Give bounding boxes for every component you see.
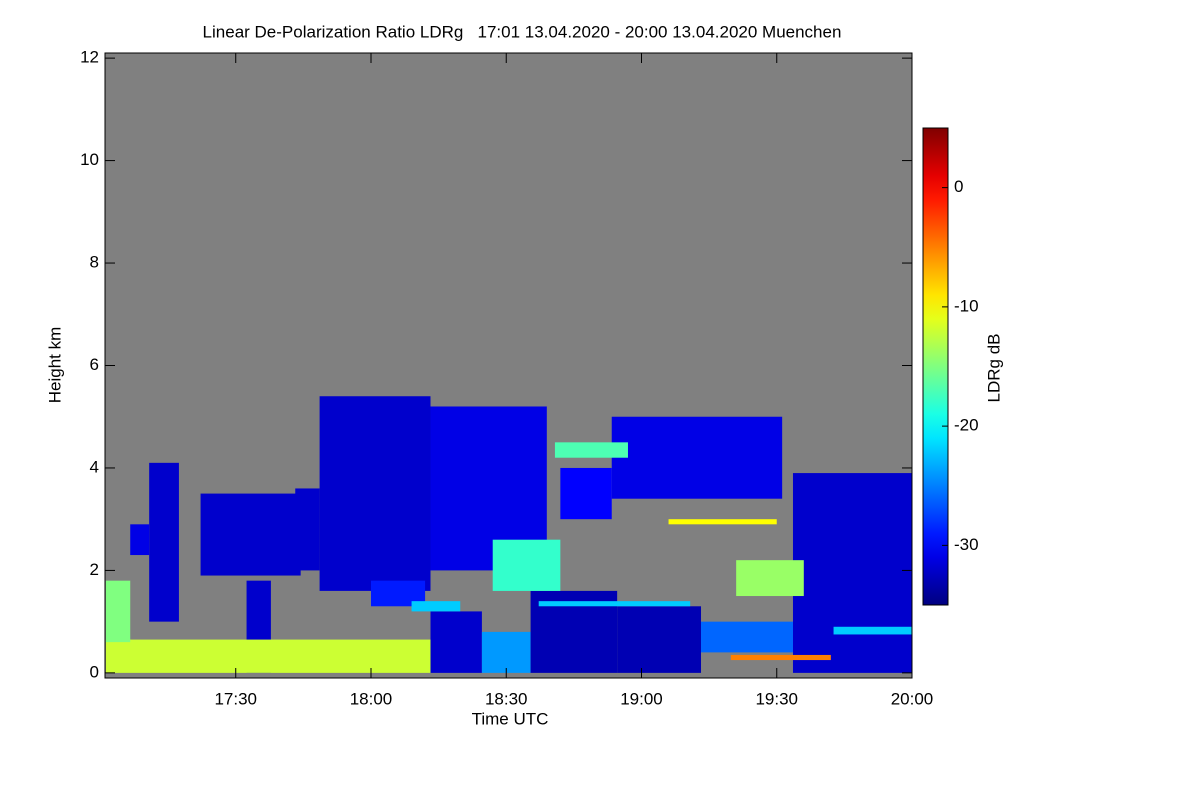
chart-title: Linear De-Polarization Ratio LDRg 17:01 … — [203, 22, 842, 41]
y-tick-label: 8 — [90, 253, 99, 272]
heatmap-cell — [105, 580, 131, 643]
y-axis-label: Height km — [45, 327, 64, 404]
y-tick-label: 10 — [80, 150, 99, 169]
colorbar-label: LDRg dB — [984, 334, 1003, 403]
heatmap-cell — [833, 626, 912, 635]
y-tick-label: 6 — [90, 355, 99, 374]
y-tick-label: 4 — [90, 457, 99, 476]
x-tick-label: 17:30 — [214, 689, 257, 708]
heatmap-cell — [611, 416, 783, 499]
heatmap-cell — [701, 621, 793, 653]
x-tick-label: 19:30 — [755, 689, 798, 708]
cells — [105, 396, 912, 673]
colorbar — [922, 127, 949, 606]
colorbar-tick-label: -20 — [954, 416, 979, 435]
heatmap-cell — [492, 539, 561, 591]
heatmap-cell — [319, 396, 431, 591]
y-tick-label: 0 — [90, 662, 99, 681]
heatmap-cell — [411, 601, 461, 612]
heatmap-cell — [668, 519, 777, 525]
heatmap-cell — [130, 524, 150, 556]
heatmap-cell — [200, 493, 301, 576]
heatmap-cell — [736, 560, 804, 597]
y-tick-label: 2 — [90, 560, 99, 579]
heatmap-cell — [105, 639, 431, 673]
colorbar-tick-label: -10 — [954, 296, 979, 315]
heatmap-cell — [792, 473, 912, 673]
y-tick-label: 12 — [80, 48, 99, 67]
x-tick-label: 19:00 — [620, 689, 663, 708]
heatmap-cell — [538, 601, 691, 607]
heatmap-cell — [430, 611, 482, 673]
heatmap-cell — [481, 631, 531, 673]
x-tick-label: 18:00 — [350, 689, 393, 708]
heatmap-cell — [617, 606, 702, 673]
heatmap-cell — [149, 462, 179, 622]
heatmap-cell — [730, 654, 831, 661]
x-axis-label: Time UTC — [472, 709, 549, 728]
x-tick-label: 20:00 — [891, 689, 934, 708]
x-tick-label: 18:30 — [485, 689, 528, 708]
heatmap-cell — [554, 442, 628, 458]
colorbar-tick-label: -30 — [954, 535, 979, 554]
colorbar-tick-label: 0 — [954, 177, 963, 196]
heatmap-cell — [560, 467, 612, 520]
